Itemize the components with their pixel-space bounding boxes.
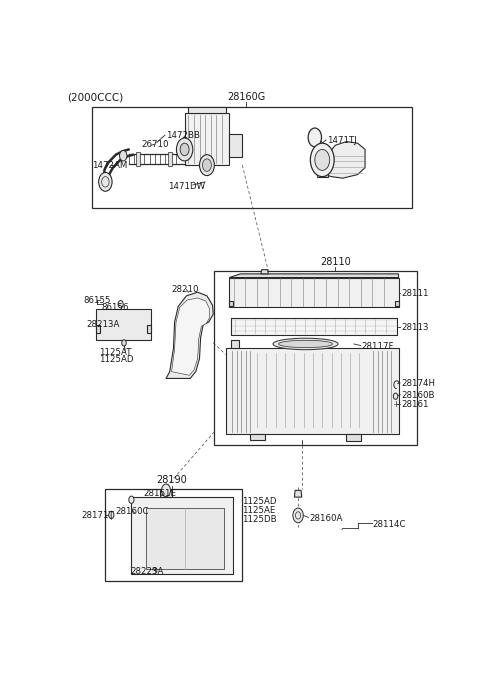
Polygon shape: [168, 152, 172, 166]
Circle shape: [122, 340, 126, 346]
Text: 86155: 86155: [83, 295, 110, 304]
Polygon shape: [229, 274, 398, 278]
Text: 28160G: 28160G: [227, 92, 265, 102]
Text: (2000CCC): (2000CCC): [67, 93, 124, 103]
Circle shape: [109, 511, 114, 519]
Text: 28160C: 28160C: [115, 507, 148, 516]
Text: 1125DB: 1125DB: [242, 515, 277, 524]
Circle shape: [177, 138, 193, 161]
Text: 1471TJ: 1471TJ: [327, 136, 357, 145]
Polygon shape: [166, 292, 213, 378]
Text: 28160A: 28160A: [309, 513, 343, 523]
Polygon shape: [231, 318, 396, 335]
Text: 28223A: 28223A: [131, 568, 164, 576]
Circle shape: [120, 151, 127, 161]
Polygon shape: [188, 107, 226, 113]
Circle shape: [293, 508, 303, 523]
Circle shape: [118, 301, 123, 308]
Polygon shape: [294, 490, 302, 497]
Polygon shape: [317, 161, 328, 177]
Polygon shape: [229, 278, 398, 308]
Polygon shape: [226, 348, 398, 435]
Text: 1125AD: 1125AD: [242, 497, 277, 507]
Text: 26710: 26710: [141, 140, 168, 149]
Text: 28161E: 28161E: [144, 489, 177, 498]
Text: 28210: 28210: [172, 285, 199, 293]
Text: 28111: 28111: [401, 289, 429, 297]
Circle shape: [99, 172, 112, 191]
Polygon shape: [145, 508, 224, 569]
Text: 86156: 86156: [101, 304, 129, 312]
Polygon shape: [229, 134, 242, 158]
Polygon shape: [328, 142, 365, 178]
Text: 1471DW: 1471DW: [168, 181, 205, 191]
Text: 1125AE: 1125AE: [242, 506, 276, 515]
Text: 1125AT: 1125AT: [99, 348, 131, 356]
Circle shape: [162, 484, 170, 496]
Polygon shape: [172, 298, 210, 375]
Text: 28171T: 28171T: [82, 511, 114, 520]
Polygon shape: [229, 301, 233, 306]
Polygon shape: [147, 325, 151, 333]
Text: 28117F: 28117F: [361, 342, 394, 351]
Polygon shape: [261, 270, 268, 274]
Polygon shape: [131, 497, 233, 574]
Polygon shape: [395, 301, 398, 306]
Text: 28110: 28110: [320, 257, 351, 267]
Circle shape: [200, 155, 215, 176]
Ellipse shape: [278, 340, 333, 348]
Circle shape: [393, 393, 398, 399]
Circle shape: [311, 143, 334, 177]
Circle shape: [315, 149, 330, 170]
Text: 28190: 28190: [156, 475, 187, 485]
Circle shape: [203, 159, 211, 171]
Circle shape: [180, 143, 189, 155]
Polygon shape: [96, 309, 151, 340]
Polygon shape: [185, 113, 229, 165]
Text: 1125AD: 1125AD: [99, 355, 133, 364]
Text: 1472AM: 1472AM: [92, 161, 127, 170]
Text: 28174H: 28174H: [401, 379, 435, 388]
Polygon shape: [160, 490, 172, 497]
Polygon shape: [250, 435, 264, 439]
Text: 28161: 28161: [401, 399, 429, 409]
Polygon shape: [347, 435, 361, 441]
Text: 28113: 28113: [401, 323, 429, 332]
Text: 28213A: 28213A: [86, 320, 120, 329]
Circle shape: [129, 496, 134, 503]
Ellipse shape: [273, 338, 338, 350]
Circle shape: [308, 128, 322, 147]
Text: 28160B: 28160B: [401, 390, 435, 400]
Polygon shape: [136, 152, 140, 166]
Text: 1472BB: 1472BB: [166, 131, 200, 140]
Text: 28114C: 28114C: [372, 520, 406, 529]
Polygon shape: [96, 325, 100, 333]
Polygon shape: [231, 340, 239, 348]
